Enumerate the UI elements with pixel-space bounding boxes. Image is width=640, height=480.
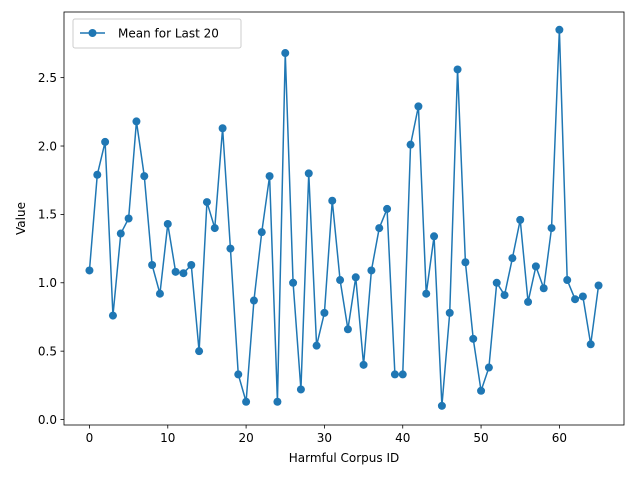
data-point: [273, 397, 282, 406]
data-point: [594, 281, 603, 290]
legend: Mean for Last 20: [72, 18, 242, 49]
data-point: [85, 266, 94, 275]
data-point: [571, 295, 580, 304]
data-point: [484, 363, 493, 372]
data-point: [445, 308, 454, 317]
data-point: [390, 370, 399, 379]
data-point: [320, 308, 329, 317]
data-point: [555, 25, 564, 34]
data-point: [477, 386, 486, 395]
axes: 0 10 20 30 40 50 60 0.0 0.5 1.0 1.5 2.0 2.5: [38, 11, 625, 445]
data-point: [508, 254, 517, 263]
data-point: [563, 276, 572, 285]
data-point: [218, 124, 227, 133]
data-point: [547, 224, 556, 233]
data-point: [422, 289, 431, 298]
data-point: [578, 292, 587, 301]
data-point: [124, 214, 133, 223]
data-point: [234, 370, 243, 379]
x-tick-label: 50: [473, 431, 488, 445]
x-axis-label: Harmful Corpus ID: [289, 451, 400, 465]
data-point: [202, 198, 211, 207]
data-point: [516, 215, 525, 224]
data-point: [289, 278, 298, 287]
plot-area: [85, 25, 603, 410]
data-point: [195, 347, 204, 356]
data-point: [101, 137, 110, 146]
data-point: [312, 341, 321, 350]
data-point: [249, 296, 258, 305]
x-tick-label: 30: [317, 431, 332, 445]
x-tick-label: 20: [238, 431, 253, 445]
data-point: [461, 258, 470, 267]
data-point: [531, 262, 540, 271]
data-point: [500, 291, 509, 300]
data-point: [148, 261, 157, 269]
data-point: [187, 261, 196, 269]
data-point: [469, 334, 478, 343]
series-line: [88, 29, 600, 407]
data-point: [430, 232, 439, 241]
data-point: [257, 228, 266, 237]
data-point: [343, 325, 352, 334]
y-tick-label: 1.5: [38, 208, 57, 222]
data-point: [304, 169, 313, 178]
x-tick-label: 10: [160, 431, 175, 445]
legend-marker-sample: [88, 29, 97, 37]
data-point: [132, 117, 141, 126]
data-point: [492, 278, 501, 287]
data-point: [375, 224, 384, 233]
data-point: [406, 140, 415, 149]
data-point: [328, 196, 337, 205]
x-tick-label: 40: [395, 431, 410, 445]
legend-label: Mean for Last 20: [118, 27, 219, 41]
data-point: [265, 172, 274, 181]
data-point: [359, 360, 368, 369]
data-point: [171, 267, 180, 276]
data-point: [336, 276, 345, 285]
data-point: [539, 284, 548, 293]
y-tick-label: 2.5: [38, 71, 57, 85]
data-point: [398, 370, 407, 379]
data-point: [210, 224, 219, 233]
data-point: [281, 49, 290, 58]
data-point: [226, 244, 235, 253]
x-tick-label: 60: [552, 431, 567, 445]
axes-frame: [63, 11, 625, 426]
data-point: [367, 266, 376, 275]
data-point: [179, 269, 188, 278]
y-tick-label: 0.5: [38, 344, 57, 358]
data-point: [108, 311, 117, 320]
data-point: [116, 229, 125, 238]
y-axis-label: Value: [14, 202, 28, 235]
data-point: [163, 219, 172, 228]
data-point: [296, 385, 305, 394]
y-tick-label: 2.0: [38, 139, 57, 153]
data-point: [453, 65, 462, 74]
data-point: [351, 273, 360, 282]
data-point: [414, 102, 423, 111]
data-point: [437, 401, 446, 410]
data-point: [140, 172, 149, 181]
y-tick-label: 1.0: [38, 276, 57, 290]
data-point: [383, 204, 392, 213]
data-point: [242, 397, 251, 406]
data-point: [155, 289, 164, 298]
data-point: [93, 170, 102, 179]
data-point: [524, 297, 533, 306]
data-point: [586, 340, 595, 349]
y-tick-label: 0.0: [38, 413, 57, 427]
legend-box: [72, 18, 242, 49]
x-tick-label: 0: [86, 431, 94, 445]
